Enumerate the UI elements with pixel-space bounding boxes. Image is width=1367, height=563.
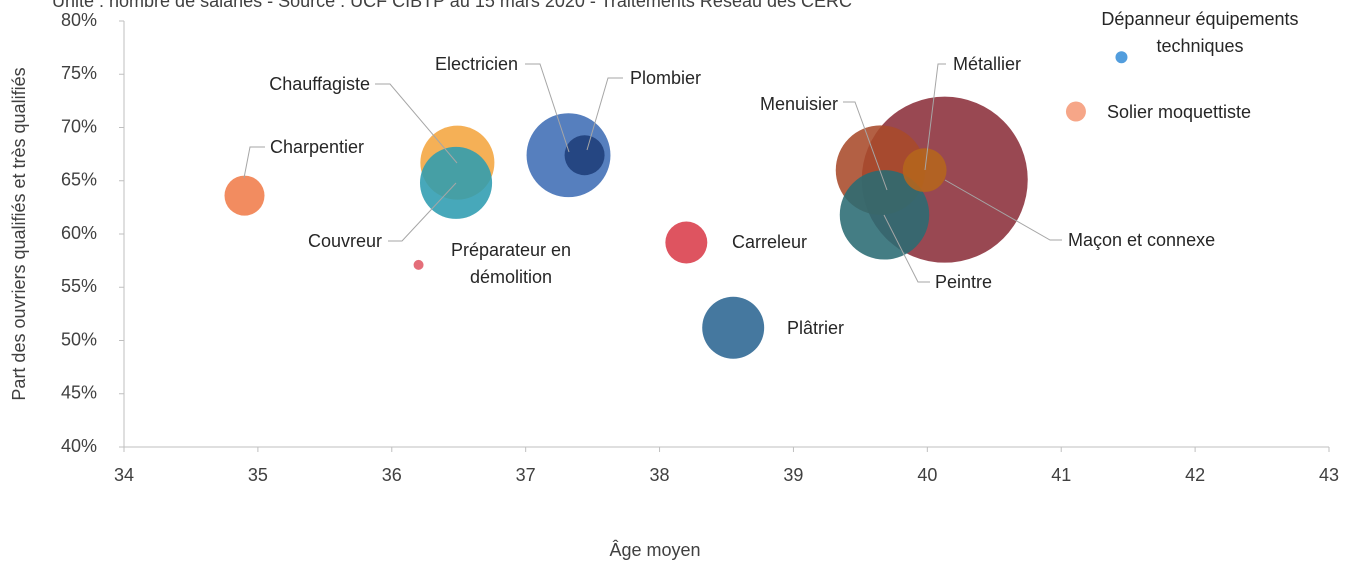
data-label: Plombier xyxy=(630,68,702,88)
bubble xyxy=(839,170,930,260)
bubble xyxy=(419,146,493,219)
leader-line xyxy=(586,77,623,151)
leader-line xyxy=(388,182,457,242)
data-label: Préparateur en démolition xyxy=(450,240,572,287)
y-axis-title: Part des ouvriers qualifiés et très qual… xyxy=(9,67,29,400)
data-label: Maçon et connexe xyxy=(1068,230,1216,250)
data-label: Peintre xyxy=(935,272,993,292)
x-tick-label: 42 xyxy=(1185,465,1205,485)
x-tick-label: 41 xyxy=(1051,465,1071,485)
leader-line xyxy=(525,63,570,153)
data-label: Plâtrier xyxy=(787,318,845,338)
y-tick-label: 80% xyxy=(61,10,97,30)
data-label: Métallier xyxy=(953,54,1022,74)
data-label: Menuisier xyxy=(759,94,838,114)
bubble xyxy=(564,135,605,176)
bubble xyxy=(665,221,708,264)
y-tick-label: 50% xyxy=(61,329,97,349)
bubble xyxy=(1115,51,1128,64)
data-label: Solier moquettiste xyxy=(1107,102,1252,122)
data-label: Couvreur xyxy=(307,231,382,251)
y-tick-label: 65% xyxy=(61,170,97,190)
leader-line xyxy=(375,83,458,164)
y-tick-label: 75% xyxy=(61,63,97,83)
x-tick-label: 40 xyxy=(917,465,937,485)
data-label: Chauffagiste xyxy=(269,74,370,94)
x-tick-label: 39 xyxy=(783,465,803,485)
y-tick-label: 55% xyxy=(61,276,97,296)
y-tick-label: 60% xyxy=(61,223,97,243)
bubble xyxy=(413,259,424,270)
y-tick-label: 40% xyxy=(61,436,97,456)
data-label: Carreleur xyxy=(732,232,808,252)
bubble xyxy=(224,175,265,216)
x-tick-label: 43 xyxy=(1319,465,1339,485)
subtitle: Unité : nombre de salariés - Source : UC… xyxy=(52,0,852,11)
y-tick-label: 45% xyxy=(61,383,97,403)
data-label: Electricien xyxy=(434,54,518,74)
x-tick-label: 35 xyxy=(248,465,268,485)
x-tick-label: 37 xyxy=(516,465,536,485)
leader-line xyxy=(843,101,888,191)
x-tick-label: 36 xyxy=(382,465,402,485)
bubble xyxy=(1065,101,1086,122)
x-tick-label: 34 xyxy=(114,465,134,485)
bubble xyxy=(702,296,765,359)
bubble xyxy=(902,148,947,193)
data-label: Charpentier xyxy=(270,137,365,157)
y-tick-label: 70% xyxy=(61,116,97,136)
data-label: Dépanneur équipements techniques xyxy=(1101,9,1299,56)
leader-line xyxy=(243,146,265,179)
leader-line xyxy=(883,214,930,283)
leader-line xyxy=(924,63,946,171)
x-axis-title: Âge moyen xyxy=(609,540,700,560)
leader-line xyxy=(944,179,1062,241)
x-tick-label: 38 xyxy=(650,465,670,485)
